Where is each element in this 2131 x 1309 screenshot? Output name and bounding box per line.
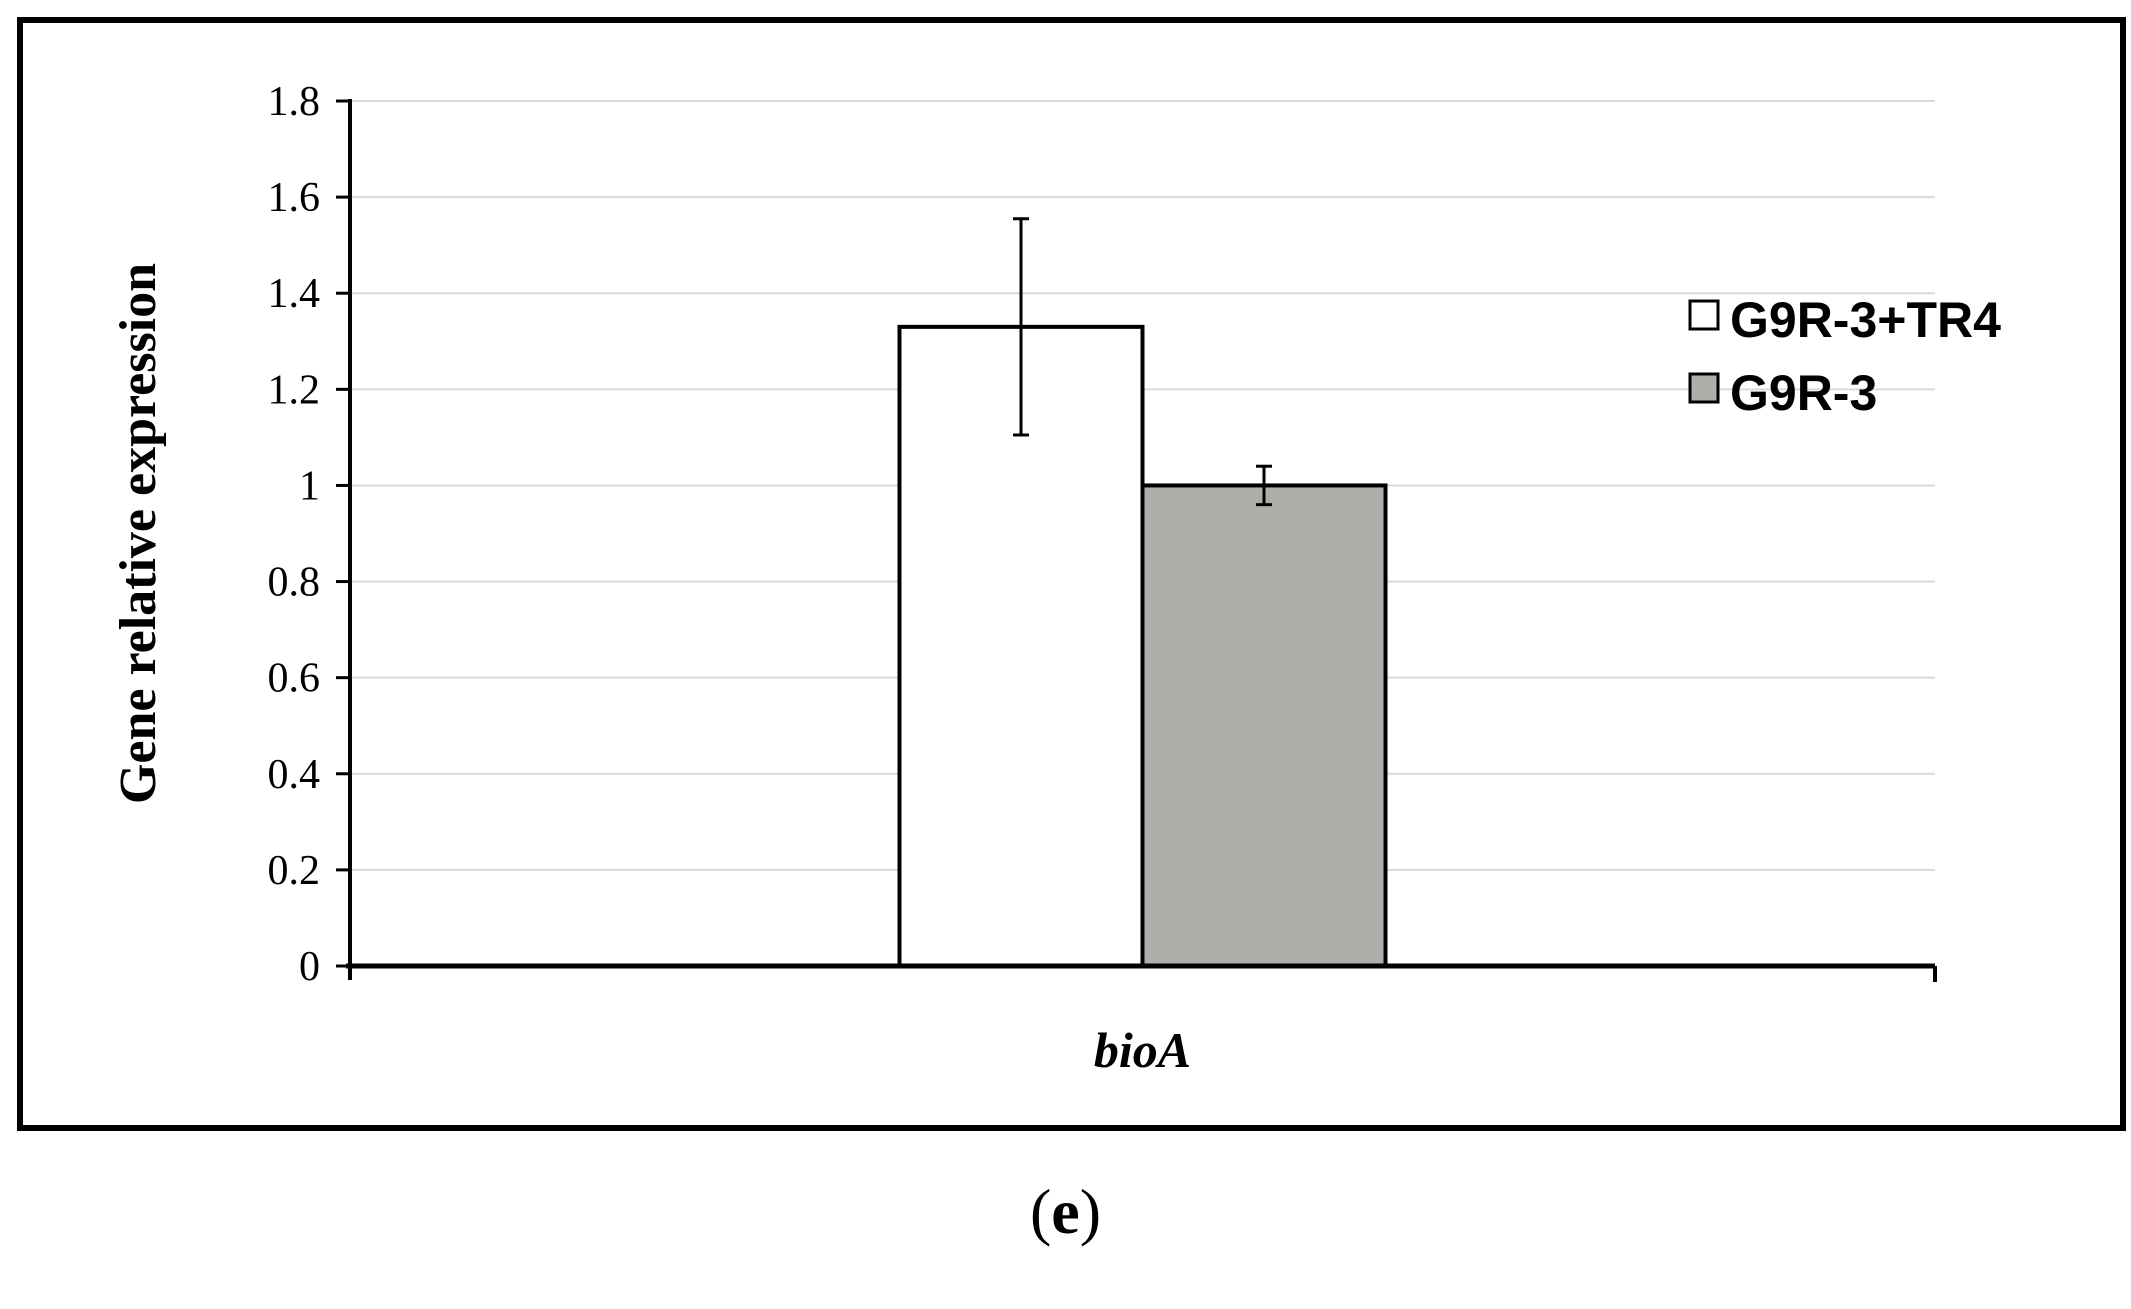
y-tick-label: 1 — [299, 463, 320, 509]
legend-swatch — [1688, 299, 1720, 331]
x-category-label: bioA — [1094, 1022, 1191, 1078]
y-tick-label: 0.2 — [268, 848, 321, 894]
y-tick-label: 0.6 — [268, 656, 321, 702]
y-tick-label: 1.4 — [268, 271, 321, 317]
y-axis-title: Gene relative expression — [110, 263, 167, 804]
axes — [336, 99, 1937, 982]
panel-label: (e) — [0, 1175, 2131, 1249]
y-tick-label: 0 — [299, 944, 320, 990]
y-tick-label: 1.2 — [268, 367, 321, 413]
labels: 0 0.2 0.4 0.6 0.8 1 1.2 1.4 1.6 1.8 Gene relative … — [110, 79, 1191, 1078]
legend-label: G9R-3+TR4 — [1730, 292, 2001, 348]
bar-G9R-3 — [1140, 483, 1388, 968]
y-tick-label: 1.8 — [268, 79, 321, 125]
bars — [897, 217, 1388, 969]
y-tick-label: 0.4 — [268, 752, 321, 798]
panel-label-open: ( — [1029, 1176, 1052, 1247]
legend-swatch — [1688, 372, 1720, 404]
y-tick-label: 0.8 — [268, 560, 321, 606]
panel-label-letter: e — [1051, 1176, 1080, 1247]
legend: G9R-3+TR4 G9R-3 — [1688, 292, 2001, 421]
y-tick-label: 1.6 — [268, 175, 321, 221]
panel-label-close: ) — [1079, 1176, 1102, 1247]
legend-label: G9R-3 — [1730, 365, 1877, 421]
